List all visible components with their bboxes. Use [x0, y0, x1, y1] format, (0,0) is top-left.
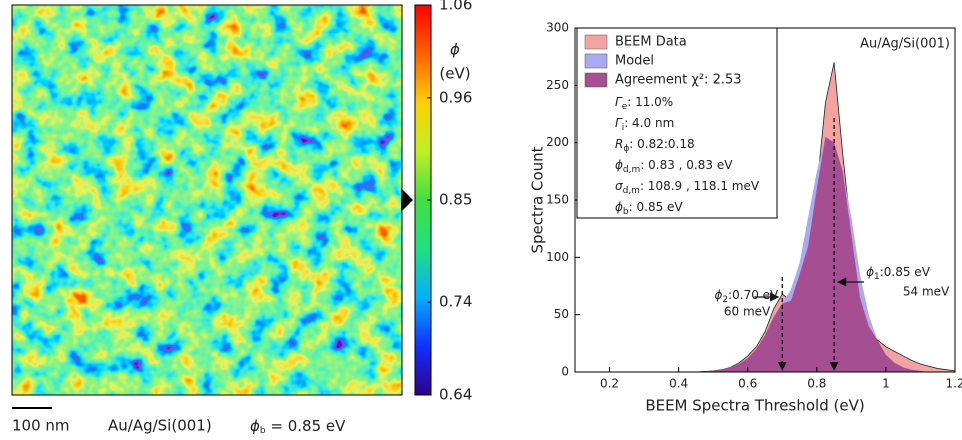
colorbar-tick-label: 0.96 — [439, 88, 472, 106]
legend-swatch — [584, 72, 608, 88]
text: : 0.83 , 0.83 eV — [640, 158, 733, 172]
text: :0.70 eV — [728, 288, 779, 302]
text: :0.85 eV — [880, 265, 931, 279]
y-tick-label: 200 — [546, 135, 569, 149]
y-tick-label: 50 — [554, 307, 569, 321]
y-tick-label: 150 — [546, 193, 569, 207]
x-tick-label: 0.4 — [669, 377, 688, 391]
sub-label: ϕb: 0.85 eV — [615, 200, 683, 217]
sub-label: σd,m: 108.9 , 118.1 meV — [615, 179, 760, 196]
text: : 4.0 nm — [624, 116, 674, 130]
sub-label: ϕ2:0.70 eV — [714, 288, 779, 305]
symbol: ϕ — [866, 265, 874, 279]
text: : 0.82:0.18 — [629, 137, 694, 151]
colorbar-tick-label: 0.74 — [439, 293, 472, 311]
subscript: 2 — [722, 295, 728, 305]
legend-label: BEEM Data — [615, 35, 687, 50]
sub-label: ϕ1:0.85 eV — [866, 265, 931, 282]
sample-label: Au/Ag/Si(001) — [108, 417, 212, 435]
colorbar-marker — [401, 188, 413, 212]
scale-bar-label: 100 nm — [12, 417, 70, 435]
legend-swatch — [584, 34, 608, 50]
x-tick-label: 0.2 — [600, 377, 619, 391]
peak-width: 60 meV — [724, 305, 771, 319]
heatmap-image — [12, 5, 402, 395]
caption-text: = 0.85 eV — [266, 417, 346, 435]
subscript: e — [622, 102, 628, 112]
symbol: ϕ — [250, 417, 260, 435]
sub-label: Γe: 11.0% — [615, 95, 673, 112]
subscript: 1 — [874, 272, 880, 282]
symbol: σ — [615, 179, 623, 193]
text: : 108.9 , 118.1 meV — [640, 179, 760, 193]
sub-label: Γi: 4.0 nm — [615, 116, 674, 133]
legend-label: Agreement χ²: 2.53 — [615, 73, 742, 88]
y-axis-title: Spectra Count — [529, 146, 547, 253]
colorbar-label: ϕ — [450, 41, 460, 59]
subscript: d,m — [623, 165, 640, 175]
symbol: ϕ — [714, 288, 722, 302]
sub-label: Rϕ: 0.82:0.18 — [615, 137, 695, 154]
text: : 11.0% — [627, 95, 673, 109]
colorbar-tick-label: 1.06 — [439, 0, 472, 14]
legend-box — [576, 27, 778, 219]
plot-sample-label: Au/Ag/Si(001) — [860, 37, 950, 52]
data-outline — [695, 62, 956, 373]
peak-width: 54 meV — [903, 285, 950, 299]
phi-b-caption: ϕb = 0.85 eV — [250, 417, 346, 436]
legend-label: Model — [615, 54, 654, 69]
y-tick-label: 0 — [561, 365, 569, 379]
area — [695, 136, 955, 372]
symbol: R — [615, 137, 623, 151]
y-tick-label: 100 — [546, 250, 569, 264]
subscript: d,m — [623, 186, 640, 196]
symbol: Γ — [615, 116, 623, 130]
y-tick-label: 250 — [546, 78, 569, 92]
y-tick-label: 300 — [546, 21, 569, 35]
sub-label: ϕd,m: 0.83 , 0.83 eV — [615, 158, 733, 175]
symbol: Γ — [615, 95, 623, 109]
symbol: ϕ — [615, 158, 623, 172]
subscript: b — [623, 207, 629, 217]
x-tick-label: 0.8 — [807, 377, 826, 391]
symbol: ϕ — [615, 200, 623, 214]
colorbar-unit: (eV) — [439, 65, 470, 83]
subscript: i — [622, 123, 625, 133]
text: : 0.85 eV — [629, 200, 684, 214]
x-tick-label: 0.6 — [738, 377, 757, 391]
legend-swatch — [584, 53, 608, 69]
subscript: ϕ — [623, 144, 629, 154]
x-tick-label: 1.2 — [945, 377, 962, 391]
colorbar-tick-label: 0.85 — [439, 191, 472, 209]
x-tick-label: 1 — [882, 377, 890, 391]
x-axis-title: BEEM Spectra Threshold (eV) — [645, 397, 864, 415]
subscript: b — [260, 426, 266, 436]
colorbar-tick-label: 0.64 — [439, 386, 472, 404]
